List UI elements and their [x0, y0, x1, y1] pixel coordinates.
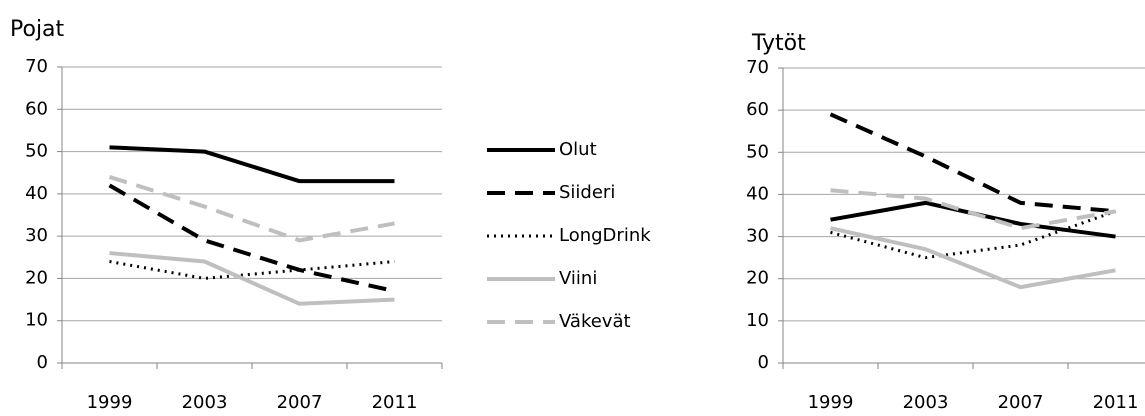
series-line [829, 112, 1116, 214]
chart-title: Tytöt [751, 31, 806, 56]
series-line [830, 209, 1117, 260]
legend-label: Siideri [559, 182, 615, 203]
y-tick-label: 10 [746, 310, 769, 331]
y-tick-label: 20 [746, 268, 769, 289]
y-tick-label: 40 [746, 183, 769, 204]
y-tick-label: 20 [25, 267, 48, 288]
y-tick-label: 0 [37, 352, 48, 373]
y-tick-label: 50 [25, 141, 48, 162]
chart-title: Pojat [10, 17, 65, 42]
series-line [109, 251, 395, 306]
legend-label: Viini [559, 268, 597, 289]
x-tick-label: 2011 [372, 392, 418, 413]
y-tick-label: 0 [758, 352, 769, 373]
x-tick-label: 2007 [277, 392, 323, 413]
series-line [109, 260, 395, 280]
x-tick-label: 2007 [998, 392, 1044, 413]
series-line [830, 188, 1116, 231]
y-tick-label: 70 [25, 56, 48, 77]
legend-label: LongDrink [559, 225, 651, 246]
series-line [108, 183, 395, 294]
x-tick-label: 2011 [1093, 392, 1139, 413]
legend-label: Olut [559, 139, 597, 160]
y-tick-label: 30 [746, 226, 769, 247]
y-tick-label: 50 [746, 141, 769, 162]
series-line [109, 145, 395, 184]
x-tick-label: 2003 [182, 392, 228, 413]
y-tick-label: 70 [746, 57, 769, 78]
y-tick-label: 10 [25, 310, 48, 331]
legend-label: Väkevät [559, 311, 631, 332]
y-tick-label: 60 [25, 98, 48, 119]
y-tick-label: 30 [25, 225, 48, 246]
x-tick-label: 1999 [808, 392, 854, 413]
y-tick-label: 60 [746, 99, 769, 120]
series-line [108, 175, 395, 243]
y-tick-label: 40 [25, 183, 48, 204]
series-line [830, 226, 1116, 290]
x-tick-label: 1999 [87, 392, 133, 413]
x-tick-label: 2003 [903, 392, 949, 413]
